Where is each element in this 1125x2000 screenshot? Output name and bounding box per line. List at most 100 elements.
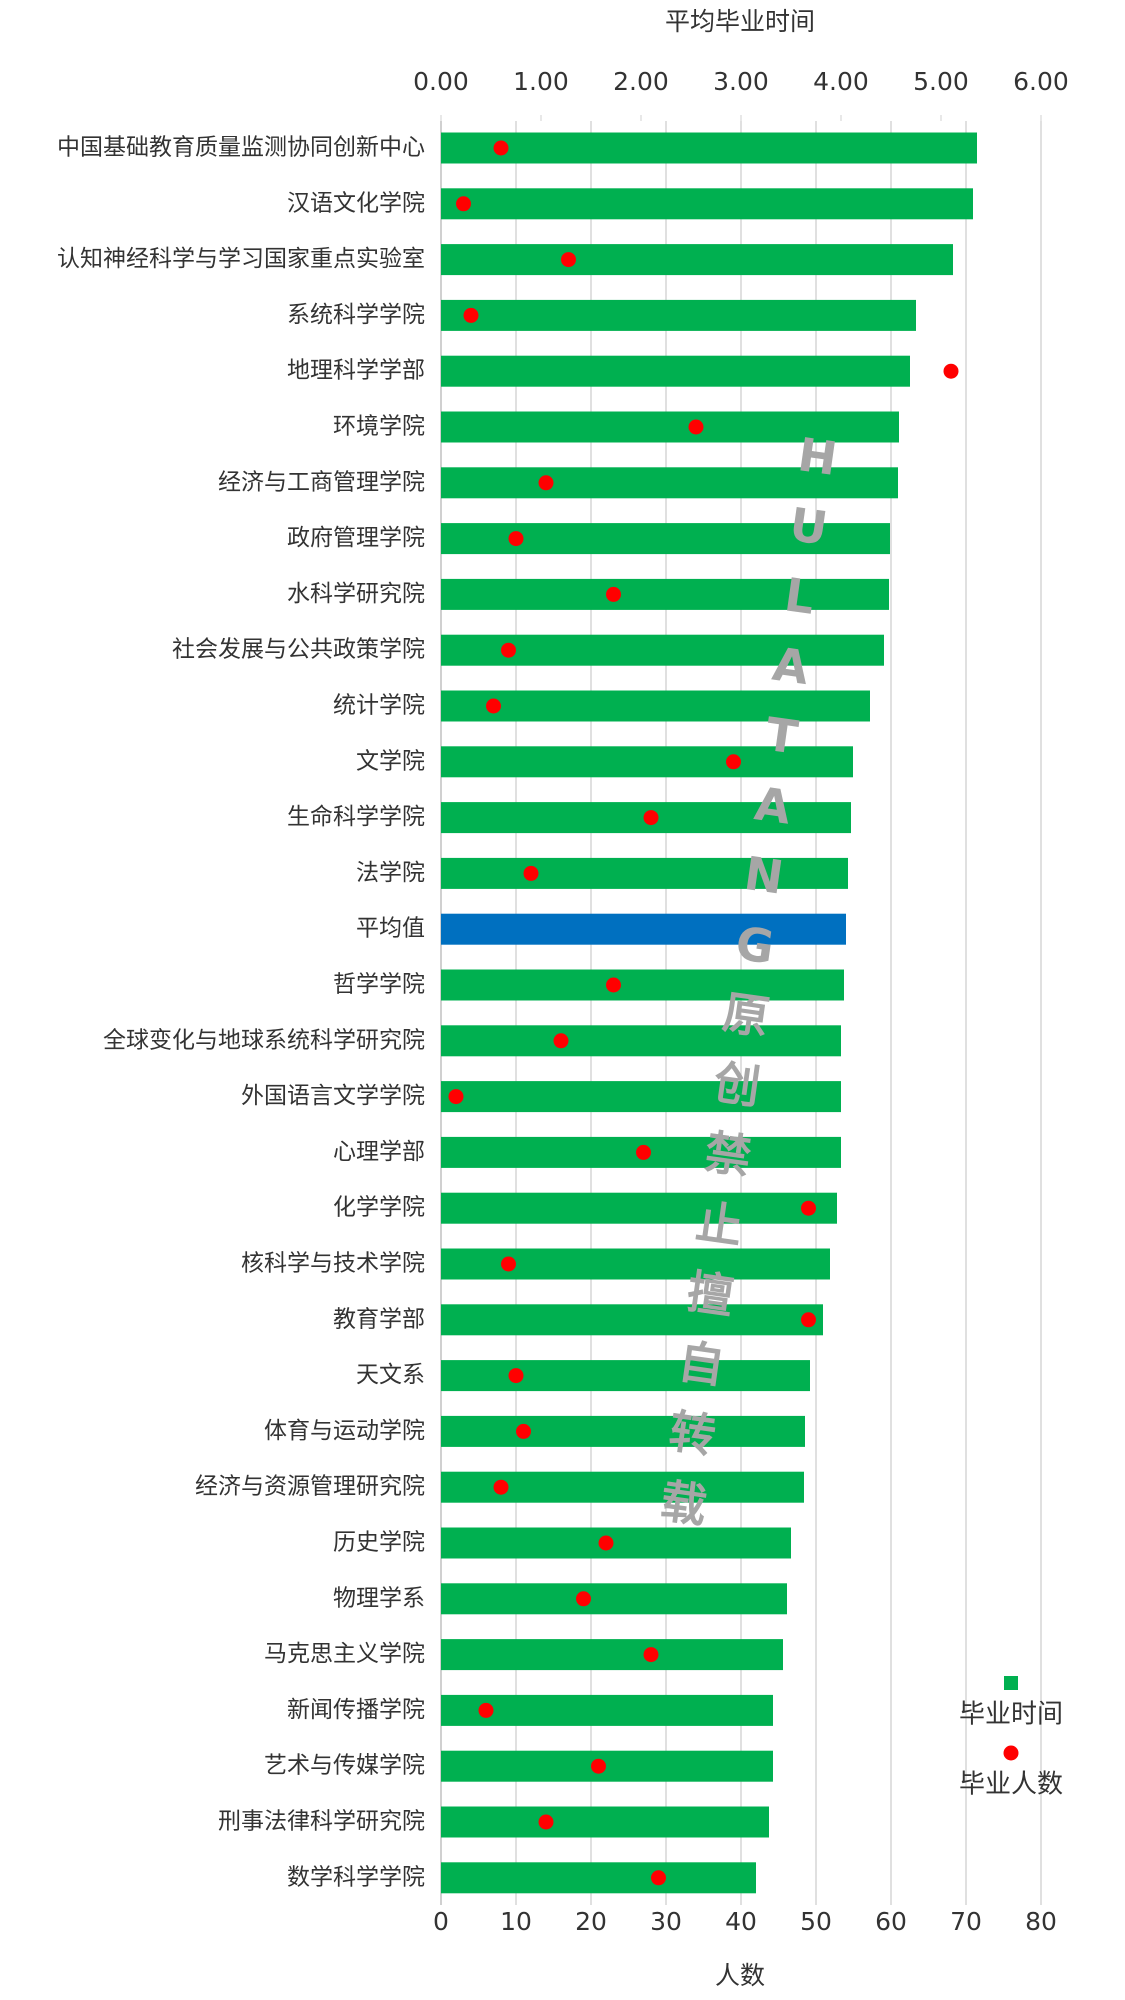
category-label: 新闻传播学院 (287, 1697, 425, 1723)
bottom-axis-title: 人数 (715, 1961, 765, 1990)
x-tick-label: 20 (575, 1907, 607, 1936)
category-label: 心理学部 (333, 1139, 425, 1165)
dot (516, 1423, 531, 1439)
bar (441, 1750, 773, 1782)
category-label: 平均值 (356, 916, 425, 942)
x-tick-label: 40 (725, 1907, 757, 1936)
watermark: 禁 (702, 1125, 755, 1185)
dot (538, 475, 554, 491)
category-label: 刑事法律科学研究院 (218, 1809, 425, 1835)
dot (448, 1089, 464, 1105)
dot (726, 754, 741, 770)
dot (478, 1702, 494, 1718)
bar (441, 1527, 791, 1559)
category-label: 核科学与技术学院 (241, 1251, 425, 1277)
watermark: 转 (666, 1404, 719, 1464)
bar (441, 355, 910, 387)
x-tick-label: 30 (650, 1907, 682, 1936)
category-label: 哲学学院 (333, 972, 425, 998)
dot (508, 531, 524, 547)
bar (441, 1583, 787, 1615)
dot (591, 1758, 606, 1774)
x2-tick-label: 2.00 (613, 67, 669, 96)
dot (463, 307, 479, 323)
bar (441, 578, 889, 610)
category-label: 中国基础教育质量监测协同创新中心 (57, 135, 425, 161)
dot (606, 977, 621, 993)
bar (441, 1806, 769, 1838)
category-label: 教育学部 (333, 1306, 425, 1332)
x2-tick-label: 1.00 (513, 67, 569, 96)
watermark: A (769, 637, 812, 695)
category-label: 环境学院 (333, 414, 425, 440)
bar (441, 857, 848, 889)
dot (456, 196, 471, 212)
bar (441, 1025, 841, 1057)
category-label: 艺术与传媒学院 (264, 1753, 425, 1779)
bar (441, 299, 916, 331)
dot (606, 586, 621, 602)
category-label: 经济与资源管理研究院 (195, 1474, 425, 1500)
watermark: 止 (693, 1194, 746, 1254)
category-label: 经济与工商管理学院 (218, 469, 425, 495)
category-label: 认知神经科学与学习国家重点实验室 (57, 246, 425, 272)
category-label: 汉语文化学院 (287, 190, 425, 216)
bar (441, 690, 870, 722)
bar (441, 1304, 823, 1336)
top-axis-title: 平均毕业时间 (665, 7, 815, 36)
x2-tick-label: 4.00 (813, 67, 869, 96)
bar (441, 913, 846, 945)
legend-swatch (1003, 1745, 1019, 1761)
bar (441, 188, 973, 220)
category-label: 历史学院 (333, 1530, 425, 1556)
dot (651, 1870, 666, 1886)
watermark: U (786, 497, 831, 556)
x2-tick-label: 0.00 (413, 67, 469, 96)
category-label: 统计学院 (333, 693, 425, 719)
bar (441, 244, 953, 276)
watermark: G (732, 916, 777, 975)
category-label: 地理科学学部 (287, 358, 425, 384)
dot (576, 1591, 591, 1607)
x2-tick-label: 3.00 (713, 67, 769, 96)
category-label: 政府管理学院 (287, 525, 425, 551)
dot (643, 810, 659, 826)
category-label: 法学院 (356, 860, 425, 886)
dot (636, 1144, 651, 1160)
category-label: 化学学院 (333, 1195, 425, 1221)
watermark: H (795, 427, 841, 486)
x2-tick-label: 6.00 (1013, 67, 1069, 96)
dot (493, 140, 509, 156)
dot (561, 252, 576, 268)
dot (801, 1200, 816, 1216)
dot (598, 1535, 614, 1551)
category-label: 水科学研究院 (287, 581, 425, 607)
watermark: 创 (711, 1055, 764, 1115)
watermark: 擅 (684, 1264, 737, 1324)
watermark: A (751, 776, 794, 834)
x-tick-label: 50 (800, 1907, 832, 1936)
dot (538, 1814, 554, 1830)
watermark: 载 (657, 1474, 710, 1534)
dot (501, 642, 516, 658)
watermark: 自 (675, 1334, 728, 1394)
category-label: 物理学系 (333, 1585, 425, 1611)
legend-swatch (1004, 1676, 1018, 1690)
x2-tick-label: 5.00 (913, 67, 969, 96)
dot (553, 1033, 569, 1049)
legend-label: 毕业人数 (959, 1770, 1063, 1800)
dot (486, 698, 501, 714)
dot (508, 1368, 524, 1384)
dot (501, 1256, 516, 1272)
dot (523, 865, 539, 881)
bar (441, 1360, 810, 1392)
category-label: 体育与运动学院 (264, 1418, 425, 1444)
bar (441, 1248, 830, 1280)
bar (441, 1192, 837, 1224)
bar (441, 1862, 756, 1894)
bar (441, 1694, 773, 1726)
dot (643, 1647, 659, 1663)
category-label: 系统科学学院 (287, 302, 425, 328)
